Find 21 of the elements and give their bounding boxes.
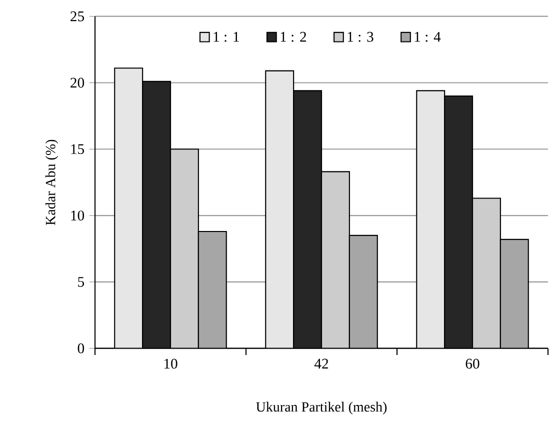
legend-label: 1 : 2	[280, 32, 306, 42]
x-tick-label: 10	[164, 358, 178, 369]
x-axis-title: Ukuran Partikel (mesh)	[256, 402, 387, 415]
bar	[170, 149, 198, 348]
y-tick-label: 5	[78, 277, 84, 287]
bar	[198, 232, 226, 348]
y-axis-title: Kadar Abu (%)	[45, 140, 58, 226]
bar	[349, 236, 378, 348]
bar	[500, 239, 529, 348]
y-tick-label: 0	[78, 344, 84, 354]
x-tick-label: 42	[314, 358, 328, 369]
y-tick-label: 10	[71, 210, 84, 221]
y-tick-label: 25	[70, 12, 84, 22]
legend-label: 1 : 3	[348, 32, 374, 42]
x-tick-label: 60	[466, 358, 480, 369]
legend-label: 1 : 1	[214, 32, 239, 42]
bar	[322, 172, 350, 348]
bar	[472, 198, 501, 348]
legend-label: 1 : 4	[414, 32, 441, 42]
y-tick-label: 15	[71, 144, 84, 154]
y-tick-label: 20	[70, 78, 84, 88]
